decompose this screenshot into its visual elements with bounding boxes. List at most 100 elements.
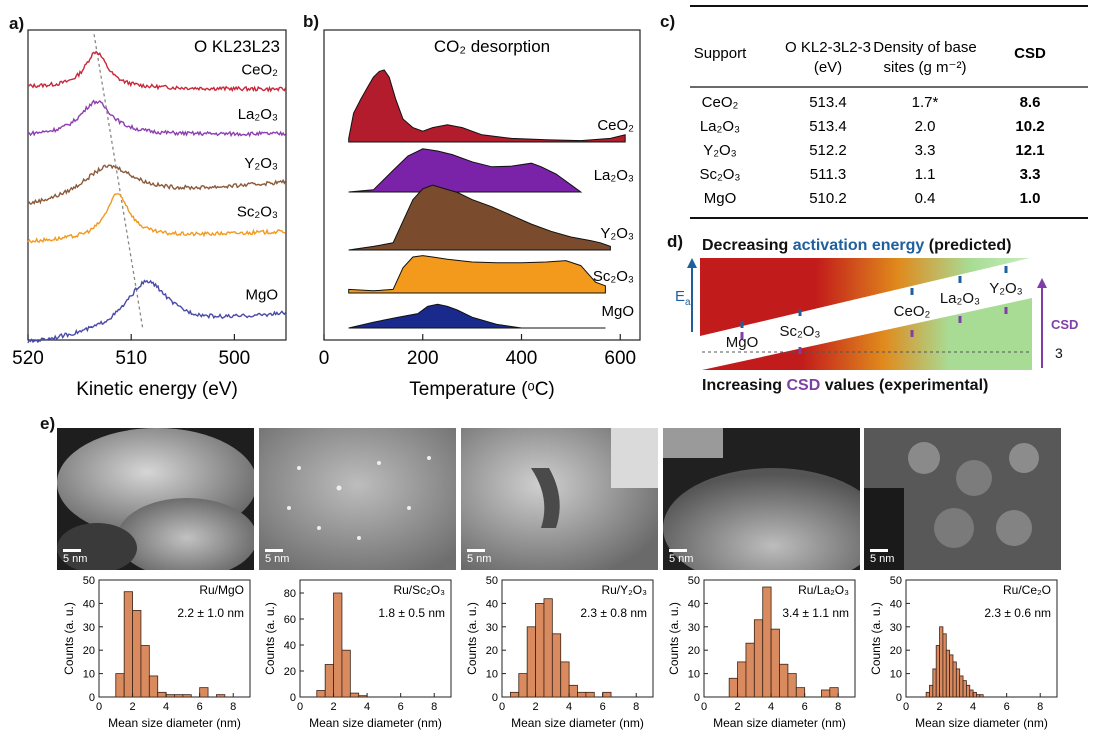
histogram-bar	[577, 691, 587, 698]
histogram-bar	[966, 684, 971, 698]
y-tick-label: 40	[688, 598, 700, 610]
schematic-title: Decreasing activation energy (predicted)	[702, 237, 1011, 254]
series-line	[27, 192, 286, 244]
series-label: CeO₂	[597, 117, 634, 134]
x-tick-label: 4	[566, 701, 572, 713]
x-tick-label: 4	[768, 701, 774, 713]
histogram-bar	[945, 649, 951, 698]
support-label: CeO₂	[894, 303, 931, 320]
x-tick-label: 8	[633, 701, 639, 713]
histogram-bar	[358, 695, 368, 698]
histogram-bar	[932, 668, 937, 698]
y-tick-label: 0	[896, 692, 902, 704]
x-tick-label: 0	[319, 348, 330, 369]
scale-bar: 5 nm	[63, 549, 87, 565]
scale-bar: 5 nm	[467, 549, 491, 565]
series-line	[27, 50, 287, 93]
histogram-bar	[728, 677, 738, 698]
x-tick-label: 2	[330, 701, 336, 713]
x-tick-label: 4	[364, 701, 370, 713]
table-cell: Sc₂O₃	[699, 166, 740, 183]
supports-table: Support O KL2-3L2-3 (eV) Density of base sit…	[690, 5, 1088, 219]
y-tick-label: 40	[486, 598, 498, 610]
histogram-ru-mgo: 0 10 20 30 40 50 0 2 4 6 8 Mean size diameter (nm) C…	[62, 575, 251, 730]
series-line	[27, 99, 286, 138]
tem-picture	[461, 428, 658, 570]
x-tick-label: 8	[835, 701, 841, 713]
histogram-bar	[969, 689, 974, 698]
x-tick-label: 8	[230, 701, 236, 713]
table-header: Support	[694, 45, 747, 62]
table-cell: 513.4	[809, 118, 847, 135]
series-area	[348, 148, 583, 193]
y-tick-label: 20	[284, 666, 296, 678]
table-cell: La₂O₃	[700, 118, 740, 135]
x-tick-label: 500	[219, 348, 251, 369]
activation-energy-schematic: Decreasing activation energy (predicted)…	[675, 237, 1078, 394]
series-label: La₂O₃	[238, 106, 278, 123]
histogram-bar	[949, 654, 954, 698]
histogram-bar	[779, 663, 789, 698]
x-tick-label: 400	[506, 348, 538, 369]
histogram-bar	[157, 691, 167, 698]
csd-axis-label: CSD	[1051, 317, 1078, 332]
svg-text:Decreasing activation energy (: Decreasing activation energy (predicted)	[702, 237, 1011, 254]
histogram-bar	[518, 673, 528, 698]
table-cell: 10.2	[1015, 118, 1044, 135]
histogram-bar	[602, 691, 612, 698]
support-label: MgO	[726, 334, 759, 351]
histogram-bar	[962, 680, 967, 698]
csd-arrow	[1037, 278, 1047, 368]
table-cell: 3.3	[1020, 166, 1041, 183]
x-tick-label: 0	[297, 701, 303, 713]
histogram-bar	[165, 694, 175, 698]
histogram-bar	[829, 687, 839, 698]
tem-picture	[864, 428, 1061, 570]
x-axis-label: Temperature (ᵒC)	[409, 379, 555, 400]
y-tick-label: 20	[890, 645, 902, 657]
x-tick-label: 510	[115, 348, 147, 369]
histogram-bar	[952, 661, 957, 698]
histogram-sample-label: Ru/Sc₂O₃	[393, 583, 445, 597]
x-axis-label: Mean size diameter (nm)	[108, 716, 241, 730]
histogram-bar	[333, 592, 343, 698]
histogram-mean-label: 3.4 ± 1.1 nm	[782, 606, 849, 620]
table-cell: 12.1	[1015, 142, 1044, 159]
tem-image-sc2o3: 5 nm	[259, 428, 456, 570]
series-area	[348, 184, 611, 251]
panel-label-b: b)	[303, 12, 320, 31]
svg-text:Increasing CSD values (experim: Increasing CSD values (experimental)	[702, 377, 988, 394]
table-cell: 3.3	[915, 142, 936, 159]
table-cell: 1.1	[915, 166, 936, 183]
series-label: Y₂O₃	[244, 155, 278, 172]
y-tick-label: 30	[83, 622, 95, 634]
histogram-bar	[140, 645, 150, 698]
histogram-bar	[979, 694, 984, 698]
series-label: Y₂O₃	[600, 225, 634, 242]
x-tick-label: 8	[431, 701, 437, 713]
histogram-bar	[568, 684, 578, 698]
table-cell: 511.3	[810, 166, 846, 183]
x-tick-label: 8	[1037, 701, 1043, 713]
support-markers: MgO Sc₂O₃ CeO₂ La₂O₃ Y₂O₃	[726, 266, 1023, 354]
histogram-bar	[132, 610, 142, 698]
plot-frame	[299, 579, 452, 698]
histogram-bar	[182, 694, 192, 698]
y-tick-label: 80	[284, 588, 296, 600]
peak-guide-line	[93, 34, 144, 328]
histogram-sample-label: Ru/MgO	[199, 583, 244, 597]
table-cell: 510.2	[809, 190, 847, 207]
histogram-mean-label: 2.2 ± 1.0 nm	[177, 606, 244, 620]
table-cell: 1.7*	[912, 94, 939, 111]
histogram-sample-label: Ru/La₂O₃	[798, 583, 849, 597]
table-cell: 512.2	[809, 142, 847, 159]
series-label: MgO	[601, 303, 634, 320]
x-tick-label: 4	[970, 701, 976, 713]
tem-picture	[259, 428, 456, 570]
y-tick-label: 30	[486, 622, 498, 634]
y-tick-label: 0	[694, 692, 700, 704]
csd-threshold-label: 3	[1055, 345, 1063, 361]
series-line	[27, 279, 287, 344]
y-tick-label: 30	[688, 622, 700, 634]
histogram-bar	[199, 687, 209, 698]
